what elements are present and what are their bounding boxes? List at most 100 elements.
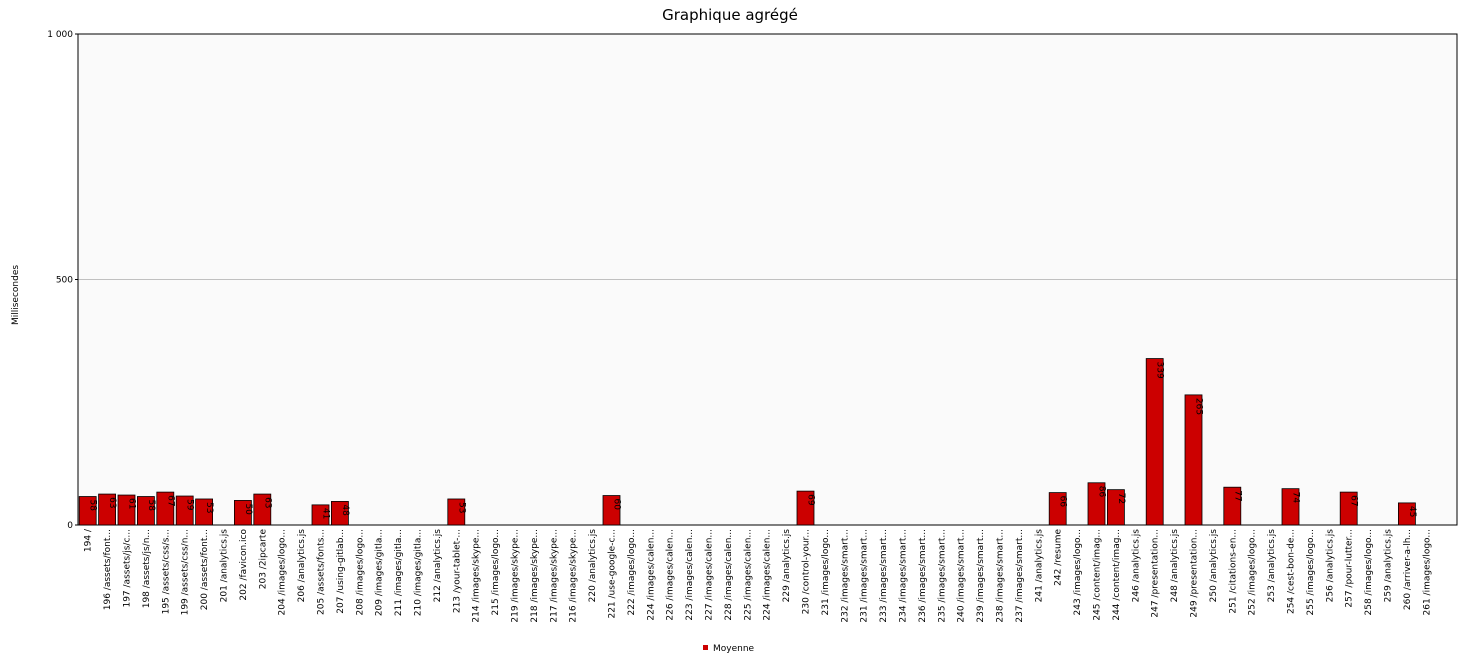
x-tick-label: 249 /presentation... bbox=[1190, 529, 1200, 618]
x-tick-label: 219 /images/skype... bbox=[511, 529, 521, 623]
bar bbox=[1398, 502, 1416, 526]
x-tick-label: 244 /content/imag... bbox=[1112, 529, 1122, 621]
x-tick-label: 218 /images/skype... bbox=[530, 529, 540, 623]
x-tick-label: 261 /images/logo... bbox=[1422, 529, 1432, 615]
x-tick-label: 227 /images/calen... bbox=[705, 529, 715, 621]
x-tick-label: 203 /2ipcarte bbox=[258, 529, 268, 590]
x-tick-label: 217 /images/skype... bbox=[549, 529, 559, 623]
bar bbox=[98, 493, 116, 526]
x-tick-label: 214 /images/skype... bbox=[472, 529, 482, 623]
x-tick-label: 201 /analytics.js bbox=[220, 529, 230, 603]
x-tick-label: 229 /analytics.js bbox=[782, 529, 792, 603]
x-tick-label: 238 /images/smart... bbox=[996, 529, 1006, 623]
value-label: 59 bbox=[185, 499, 195, 511]
x-tick-label: 226 /images/calen... bbox=[666, 529, 676, 621]
x-tick-label: 239 /images/smart... bbox=[976, 529, 986, 623]
x-tick-label: 207 /using-gitlab... bbox=[336, 529, 346, 614]
x-tick-label: 200 /assets/font... bbox=[200, 529, 210, 610]
x-tick-label: 208 /images/logo... bbox=[355, 529, 365, 615]
bar bbox=[233, 500, 252, 526]
x-tick-label: 252 /images/logo... bbox=[1248, 529, 1258, 615]
value-label: 61 bbox=[127, 498, 137, 509]
x-tick-label: 202 /favicon.ico bbox=[239, 529, 249, 601]
bar bbox=[1184, 394, 1203, 526]
x-tick-label: 213 /your-tablet-... bbox=[452, 529, 462, 613]
bar bbox=[1048, 492, 1067, 526]
x-tick-label: 216 /images/skype... bbox=[569, 529, 579, 623]
x-tick-label: 204 /images/logo... bbox=[278, 529, 288, 615]
x-tick-label: 210 /images/gitla... bbox=[414, 529, 424, 616]
value-label: 265 bbox=[1194, 398, 1204, 415]
bar bbox=[1339, 491, 1358, 526]
x-tick-label: 224 /images/calen... bbox=[646, 529, 656, 621]
chart-title: Graphique agrégé bbox=[662, 6, 798, 24]
x-tick-label: 197 /assets/js/c... bbox=[123, 529, 133, 608]
x-tick-label: 246 /analytics.js bbox=[1131, 529, 1141, 603]
x-tick-label: 198 /assets/js/n... bbox=[142, 529, 152, 608]
x-tick-label: 220 /analytics.js bbox=[588, 529, 598, 603]
x-tick-label: 211 /images/gitla... bbox=[394, 529, 404, 616]
x-tick-label: 195 /assets/css/s... bbox=[161, 529, 171, 614]
value-label: 67 bbox=[1349, 495, 1359, 506]
x-tick-label: 260 /arriver-a-lh... bbox=[1403, 529, 1413, 610]
bar bbox=[175, 495, 194, 526]
x-tick-label: 209 /images/gitla... bbox=[375, 529, 385, 616]
bar bbox=[602, 495, 621, 526]
x-tick-label: 256 /analytics.js bbox=[1325, 529, 1335, 603]
bar bbox=[253, 493, 272, 526]
value-label: 41 bbox=[321, 508, 331, 519]
x-tick-label: 257 /pour-lutter... bbox=[1345, 529, 1355, 608]
bar bbox=[796, 490, 815, 526]
y-tick-label: 500 bbox=[56, 276, 73, 286]
x-tick-label: 253 /analytics.js bbox=[1267, 529, 1277, 603]
bar bbox=[447, 498, 466, 526]
x-tick-label: 258 /images/logo... bbox=[1364, 529, 1374, 615]
value-label: 53 bbox=[204, 502, 214, 513]
value-label: 63 bbox=[262, 497, 272, 508]
y-axis-label: Millisecondes bbox=[11, 265, 21, 325]
x-tick-label: 255 /images/logo... bbox=[1306, 529, 1316, 615]
x-tick-label: 223 /images/calen... bbox=[685, 529, 695, 621]
value-label: 69 bbox=[806, 494, 816, 506]
bar bbox=[156, 491, 175, 526]
value-label: 45 bbox=[1407, 506, 1417, 517]
bar bbox=[1223, 486, 1242, 526]
x-tick-label: 242 /resume bbox=[1054, 529, 1064, 586]
x-tick-label: 199 /assets/css/n... bbox=[181, 529, 191, 615]
x-tick-label: 243 /images/logo... bbox=[1073, 529, 1083, 615]
x-tick-label: 233 /images/smart... bbox=[879, 529, 889, 623]
bar bbox=[330, 501, 349, 526]
x-tick-label: 254 /cest-bon-de... bbox=[1287, 529, 1297, 614]
bar bbox=[1107, 489, 1125, 526]
x-tick-label: 206 /analytics.js bbox=[297, 529, 307, 603]
x-tick-label: 194 / bbox=[84, 528, 94, 552]
x-tick-label: 231 /images/smart... bbox=[860, 529, 870, 623]
x-tick-label: 228 /images/calen... bbox=[724, 529, 734, 621]
x-tick-label: 259 /analytics.js bbox=[1384, 529, 1394, 603]
x-tick-label: 236 /images/smart... bbox=[918, 529, 928, 623]
x-tick-label: 235 /images/smart... bbox=[937, 529, 947, 623]
bar bbox=[117, 494, 136, 526]
x-tick-label: 230 /control-your... bbox=[802, 529, 812, 614]
x-tick-label: 241 /analytics.js bbox=[1034, 529, 1044, 603]
value-label: 339 bbox=[1155, 362, 1165, 379]
value-label: 67 bbox=[165, 495, 175, 506]
value-label: 58 bbox=[88, 500, 98, 512]
value-label: 48 bbox=[340, 504, 350, 516]
plot-frame bbox=[77, 33, 1458, 526]
x-tick-label: 248 /analytics.js bbox=[1170, 529, 1180, 603]
x-tick-label: 196 /assets/font... bbox=[103, 529, 113, 610]
x-tick-label: 232 /images/smart... bbox=[840, 529, 850, 623]
x-tick-label: 205 /assets/fonts... bbox=[317, 529, 327, 615]
bar bbox=[1087, 482, 1106, 526]
value-label: 66 bbox=[1058, 496, 1068, 508]
value-label: 86 bbox=[1097, 486, 1107, 498]
bar bbox=[1281, 488, 1300, 526]
x-tick-label: 245 /content/imag... bbox=[1093, 529, 1103, 621]
x-tick-label: 247 /presentation... bbox=[1151, 529, 1161, 618]
x-tick-label: 215 /images/logo... bbox=[491, 529, 501, 615]
value-label: 58 bbox=[146, 500, 156, 512]
bar bbox=[195, 498, 214, 526]
